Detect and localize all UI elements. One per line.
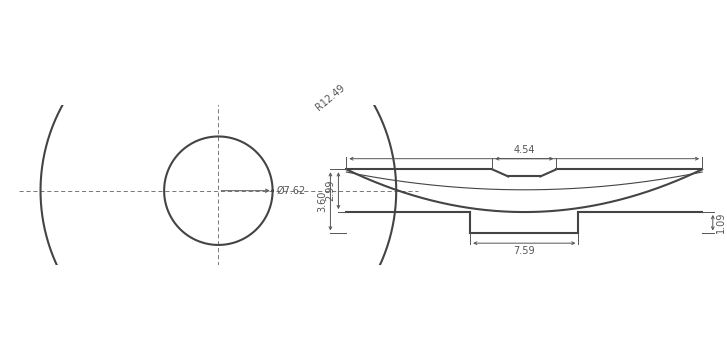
Text: 2.99: 2.99: [326, 180, 335, 201]
Text: 7.59: 7.59: [513, 246, 535, 256]
Text: 3.60: 3.60: [318, 191, 327, 212]
Text: R12.49: R12.49: [313, 83, 346, 113]
Text: Ø7.62: Ø7.62: [276, 186, 305, 196]
Text: 4.54: 4.54: [513, 145, 535, 156]
Text: 1.09: 1.09: [716, 212, 726, 234]
